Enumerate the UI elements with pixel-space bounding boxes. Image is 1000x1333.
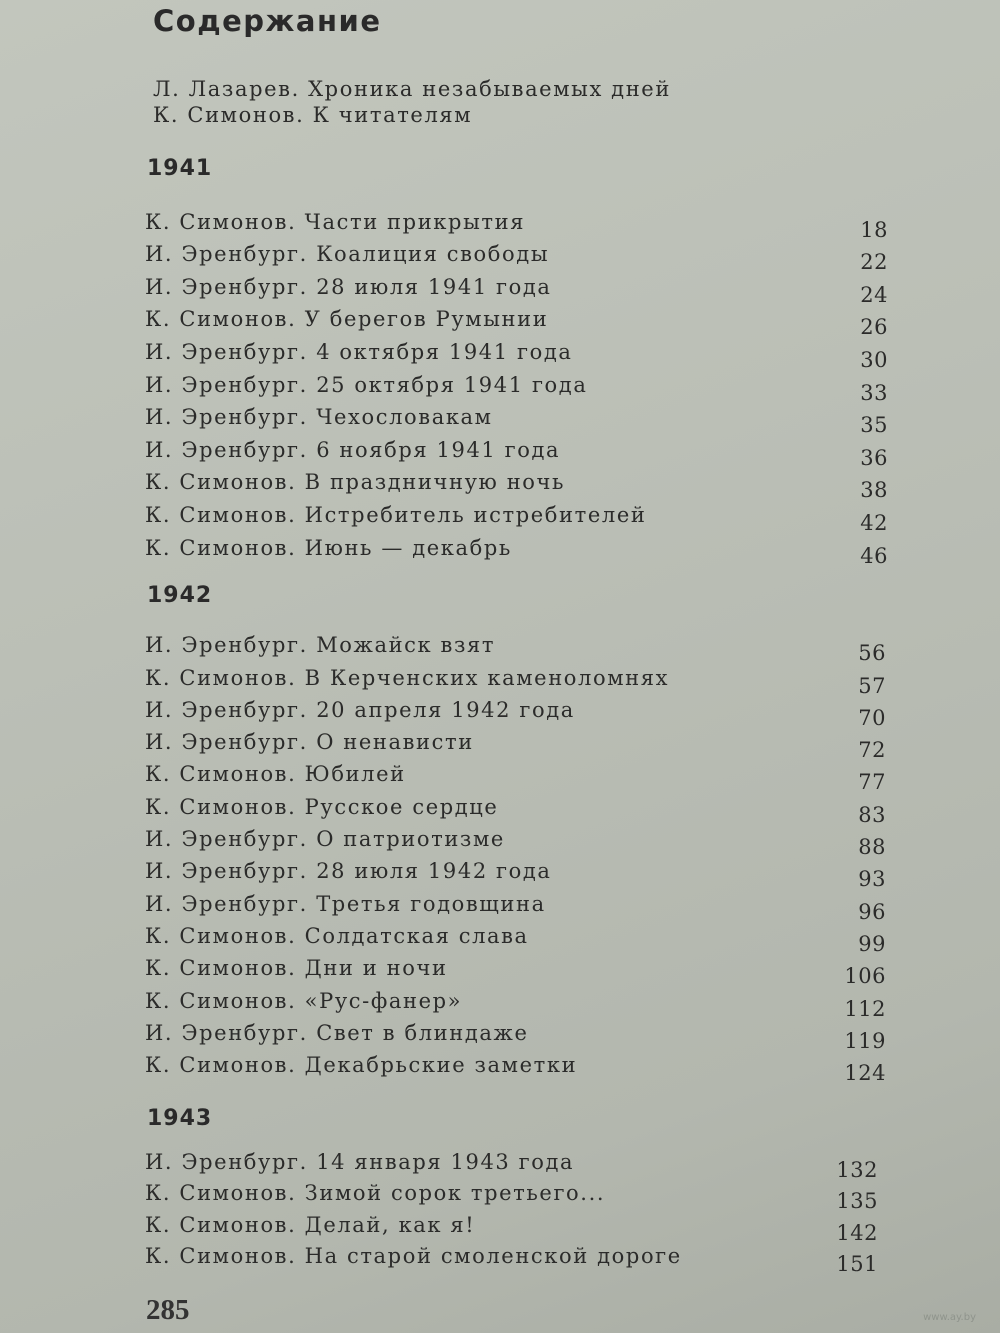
toc-entry: К. Симонов. Декабрьские заметки 124 — [145, 1045, 886, 1085]
entry-page: 24 — [860, 282, 888, 307]
entry-page: 77 — [858, 770, 886, 795]
watermark: www.ay.by — [923, 1312, 976, 1323]
entry-title: К. Симонов. В праздничную ночь — [145, 470, 566, 495]
toc-entry: К. Симонов. Русское сердце 83 — [145, 786, 886, 827]
entry-page: 33 — [860, 380, 888, 405]
toc-entry: К. Симонов. Дни и ночи 106 — [145, 948, 886, 988]
toc-entry: И. Эренбург. 25 октября 1941 года 33 — [145, 364, 888, 405]
entry-title: И. Эренбург. Чехословакам — [145, 405, 493, 430]
toc-entry: К. Симонов. На старой смоленской дороге 1… — [145, 1237, 878, 1276]
entry-title: И. Эренбург. Третья годовщина — [145, 891, 546, 916]
toc-entry: К. Симонов. «Рус-фанер» 112 — [145, 980, 886, 1021]
toc-entry: К. Симонов. У берегов Румынии 26 — [145, 299, 888, 339]
entry-page: 26 — [860, 315, 888, 340]
entry-title: И. Эренбург. 4 октября 1941 года — [145, 339, 573, 364]
entry-title: И. Эренбург. 28 июля 1941 года — [145, 274, 552, 299]
page-number: 285 — [146, 1294, 190, 1326]
toc-entry: К. Симонов. В Керченских каменоломнях 57 — [145, 657, 886, 698]
section-year: 1941 — [147, 156, 213, 181]
entry-page: 93 — [858, 867, 886, 892]
entry-title: И. Эренбург. Свет в блиндаже — [145, 1020, 529, 1045]
entry-page: 57 — [858, 673, 886, 698]
entry-title: К. Симонов. Русское сердце — [145, 794, 499, 819]
entry-title: И. Эренбург. Можайск взят — [145, 633, 496, 658]
entry-title: К. Симонов. Июнь — декабрь — [145, 535, 512, 560]
entry-title: И. Эренбург. О ненависти — [145, 730, 474, 755]
toc-entry: К. Симонов. Части прикрытия 18 — [145, 201, 888, 242]
toc-entry: И. Эренбург. 28 июля 1941 года 24 — [145, 266, 888, 307]
section-entries: И. Эренбург. Можайск взят 56 К. Симонов. В… — [145, 625, 886, 1085]
entry-page: 132 — [836, 1157, 878, 1182]
entry-title: К. Симонов. Декабрьские заметки — [145, 1053, 578, 1078]
toc-entry: К. Симонов. Солдатская слава 99 — [145, 916, 886, 956]
entry-title: И. Эренбург. Коалиция свободы — [145, 242, 550, 267]
entry-page: 88 — [858, 835, 886, 860]
toc-entry: К. Симонов. Зимой сорок третьего... 135 — [145, 1174, 878, 1213]
entry-page: 36 — [860, 445, 888, 470]
entry-title: И. Эренбург. 6 ноября 1941 года — [145, 437, 561, 462]
toc-entry: К. Симонов. В праздничную ночь 38 — [145, 462, 888, 502]
section-entries: К. Симонов. Части прикрытия 18 И. Эренбург… — [145, 201, 888, 568]
entry-page: 142 — [836, 1220, 878, 1245]
toc-entry: И. Эренбург. Можайск взят 56 — [145, 625, 886, 665]
entry-title: К. Симонов. Юбилей — [145, 762, 406, 787]
toc-entry: И. Эренбург. Третья годовщина 96 — [145, 883, 886, 924]
toc-entry: К. Симонов. К читателям — [153, 103, 473, 127]
entry-page: 99 — [858, 931, 886, 956]
entry-title: К. Симонов. Зимой сорок третьего... — [145, 1181, 606, 1205]
entry-title: К. Симонов. «Рус-фанер» — [145, 988, 463, 1013]
toc-entry: К. Симонов. Юбилей 77 — [145, 754, 886, 794]
entry-title: К. Симонов. Истребитель истребителей — [145, 502, 647, 527]
toc-entry: И. Эренбург. Коалиция свободы 22 — [145, 234, 888, 274]
entry-title: И. Эренбург. 14 января 1943 года — [145, 1149, 575, 1174]
entry-title: К. Симонов. У берегов Румынии — [145, 307, 549, 332]
entry-page: 112 — [844, 996, 886, 1021]
entry-page: 22 — [860, 250, 888, 275]
entry-page: 30 — [860, 347, 888, 372]
entry-title: К. Симонов. Делай, как я! — [145, 1212, 476, 1237]
entry-page: 151 — [836, 1252, 878, 1276]
toc-entry: К. Симонов. Делай, как я! 142 — [145, 1205, 878, 1245]
toc-entry: И. Эренбург. 6 ноября 1941 года 36 — [145, 429, 888, 470]
entry-title: К. Симонов. Солдатская слава — [145, 923, 529, 948]
entry-page: 70 — [858, 705, 886, 730]
entry-page: 56 — [858, 641, 886, 666]
entry-title: И. Эренбург. 25 октября 1941 года — [145, 372, 588, 397]
entry-page: 135 — [836, 1189, 878, 1213]
entry-title: К. Симонов. На старой смоленской дороге — [145, 1244, 682, 1268]
entry-page: 96 — [858, 899, 886, 924]
toc-entry: Л. Лазарев. Хроника незабываемых дней — [153, 77, 671, 101]
toc-entry: И. Эренбург. Чехословакам 35 — [145, 397, 888, 437]
entry-title: К. Симонов. Дни и ночи — [145, 956, 448, 981]
toc-entry: К. Симонов. Июнь — декабрь 46 — [145, 527, 888, 568]
entry-title: К. Симонов. В Керченских каменоломнях — [145, 665, 670, 690]
toc-entry: И. Эренбург. О ненависти 72 — [145, 722, 886, 762]
entry-title: И. Эренбург. 28 июля 1942 года — [145, 859, 552, 884]
toc-entry: И. Эренбург. 28 июля 1942 года 93 — [145, 851, 886, 891]
toc-entry: И. Эренбург. О патриотизме 88 — [145, 819, 886, 859]
toc-entry: И. Эренбург. 14 января 1943 года 132 — [145, 1142, 878, 1182]
entry-title: И. Эренбург. 20 апреля 1942 года — [145, 697, 575, 722]
entry-page: 72 — [858, 738, 886, 763]
toc-entry: К. Симонов. Истребитель истребителей 42 — [145, 494, 888, 535]
entry-page: 119 — [844, 1028, 886, 1053]
section-year: 1943 — [147, 1106, 213, 1131]
intro-entries: Л. Лазарев. Хроника незабываемых дней К.… — [153, 76, 671, 128]
entry-page: 38 — [860, 478, 888, 503]
entry-page: 83 — [858, 802, 886, 827]
entry-title: И. Эренбург. О патриотизме — [145, 827, 505, 852]
page-title: Содержание — [153, 4, 382, 38]
entry-page: 46 — [860, 543, 888, 568]
toc-entry: И. Эренбург. 4 октября 1941 года 30 — [145, 331, 888, 372]
entry-page: 35 — [860, 413, 888, 438]
entry-page: 18 — [860, 217, 888, 242]
toc-entry: И. Эренбург. 20 апреля 1942 года 70 — [145, 690, 886, 730]
entry-page: 42 — [860, 510, 888, 535]
entry-page: 124 — [844, 1061, 886, 1086]
section-entries: И. Эренбург. 14 января 1943 года 132 К. Си… — [145, 1142, 878, 1277]
section-year: 1942 — [147, 583, 213, 608]
toc-entry: И. Эренбург. Свет в блиндаже 119 — [145, 1013, 886, 1053]
entry-page: 106 — [844, 964, 886, 989]
entry-title: К. Симонов. Части прикрытия — [145, 209, 526, 234]
